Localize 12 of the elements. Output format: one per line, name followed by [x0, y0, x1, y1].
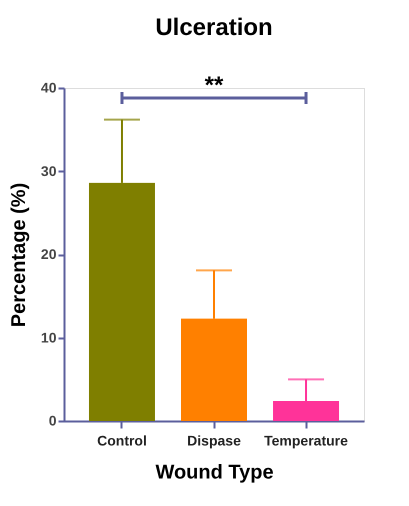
x-tick-label: Control	[97, 432, 147, 448]
y-tick-label: 0	[48, 412, 57, 428]
x-axis-title: Wound Type	[155, 462, 274, 484]
y-tick-label: 10	[40, 329, 57, 346]
y-tick-label: 30	[40, 162, 57, 179]
chart-title: Ulceration	[155, 14, 273, 41]
y-axis-title: Percentage (%)	[8, 182, 30, 328]
y-tick-label: 40	[40, 80, 57, 96]
annotation: **	[204, 72, 224, 99]
x-tick-label: Dispase	[187, 432, 242, 448]
y-tick-label: 20	[40, 246, 57, 262]
x-tick-label: Temperature	[264, 432, 348, 448]
